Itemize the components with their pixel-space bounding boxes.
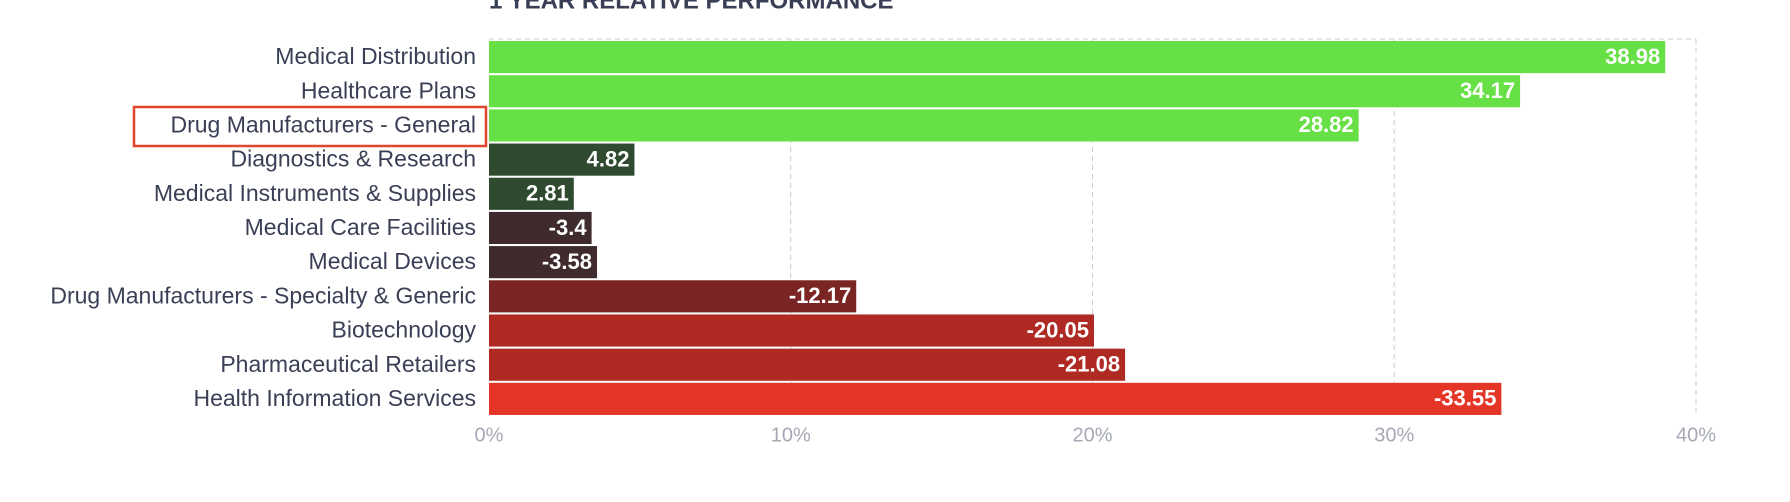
- bar: [489, 75, 1521, 108]
- value-label: -3.4: [549, 215, 588, 240]
- bar: [489, 314, 1095, 347]
- category-label: Medical Instruments & Supplies: [154, 180, 476, 206]
- category-label: Biotechnology: [332, 317, 477, 343]
- x-tick-label: 10%: [771, 424, 811, 446]
- value-label: -33.55: [1434, 386, 1496, 411]
- highlight-box: [132, 105, 488, 148]
- x-tick-label: 40%: [1676, 424, 1716, 446]
- value-label: -3.58: [542, 249, 592, 274]
- value-label: 4.82: [587, 146, 630, 171]
- category-label: Health Information Services: [193, 385, 476, 411]
- x-tick-label: 30%: [1374, 424, 1414, 446]
- category-label: Diagnostics & Research: [231, 146, 476, 172]
- category-label: Medical Devices: [309, 248, 476, 274]
- category-label: Medical Distribution: [275, 43, 476, 69]
- value-label: -21.08: [1058, 352, 1120, 377]
- bars: Medical Distribution 38.98 Healthcare Plan…: [50, 41, 1666, 415]
- bar: [489, 246, 598, 279]
- grid: 0% 10% 20% 30% 40%: [475, 39, 1716, 446]
- value-label: 38.98: [1605, 44, 1660, 69]
- category-label: Medical Care Facilities: [245, 214, 476, 240]
- category-label: Healthcare Plans: [301, 77, 476, 103]
- bar: [489, 211, 592, 245]
- bar: [489, 109, 1359, 142]
- value-label: 28.82: [1299, 112, 1354, 137]
- x-tick-label: 20%: [1072, 424, 1112, 446]
- value-label: 2.81: [526, 181, 569, 206]
- category-label: Pharmaceutical Retailers: [220, 351, 476, 377]
- category-label: Drug Manufacturers - Specialty & Generic: [50, 282, 476, 308]
- bar: [489, 143, 635, 176]
- category-label: Drug Manufacturers - General: [170, 112, 476, 138]
- value-label: 34.17: [1460, 78, 1515, 103]
- bar: [489, 280, 857, 313]
- chart-title: 1 YEAR RELATIVE PERFORMANCE: [489, 0, 894, 14]
- bar: [489, 382, 1502, 415]
- value-label: -20.05: [1027, 317, 1089, 342]
- bar: [489, 348, 1126, 381]
- x-tick-label: 0%: [475, 424, 504, 446]
- bar: [489, 41, 1666, 74]
- value-label: -12.17: [789, 283, 851, 308]
- bar: [489, 177, 574, 210]
